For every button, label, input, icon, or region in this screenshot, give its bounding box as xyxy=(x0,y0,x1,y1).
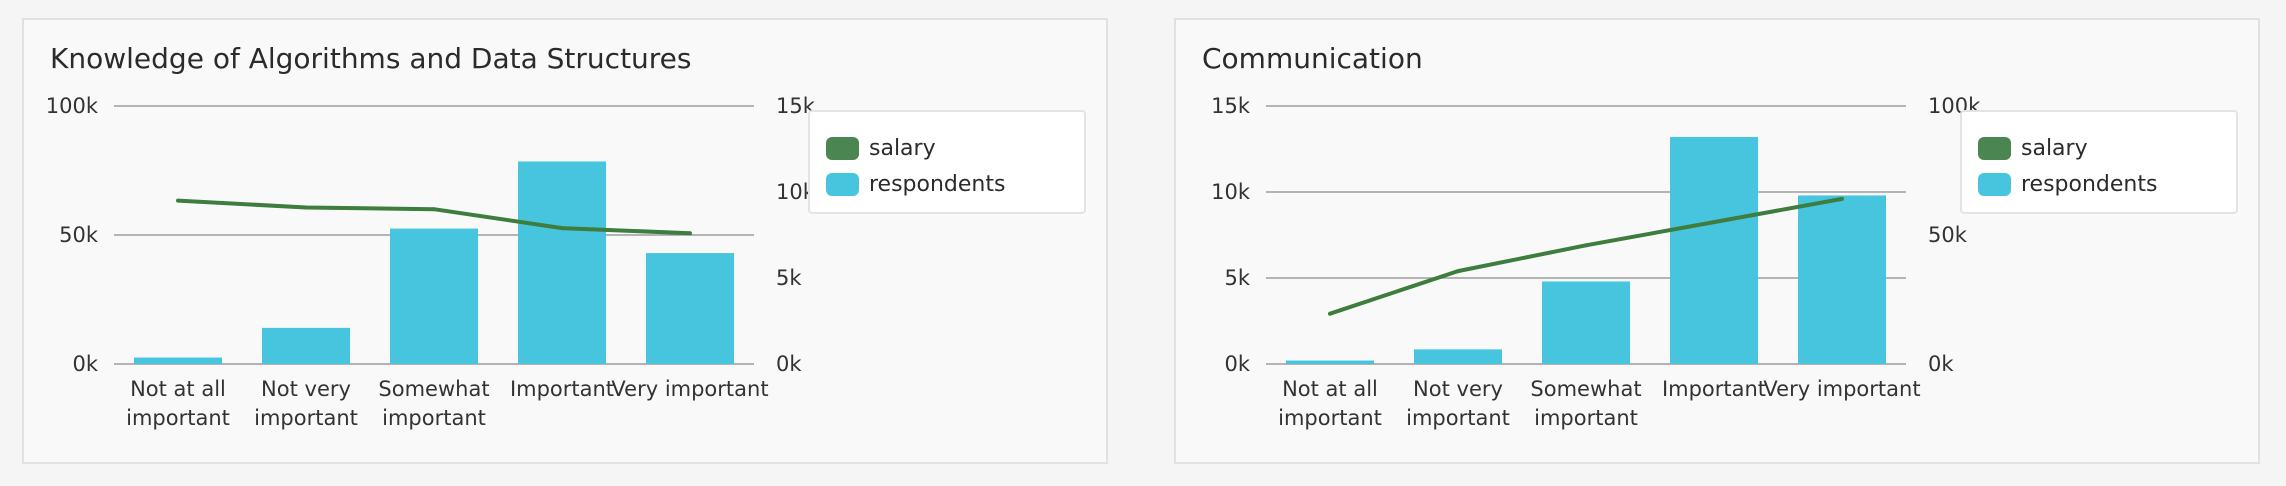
bar xyxy=(134,357,222,364)
category-label: Not very important xyxy=(1406,377,1510,430)
salary-line xyxy=(177,198,691,236)
category-label-line: Not very xyxy=(261,377,351,401)
left-axis-tick-label: 100k xyxy=(46,94,99,118)
category-label-line: Very important xyxy=(1763,377,1920,401)
bar xyxy=(262,327,350,364)
category-label: Very important xyxy=(611,377,768,401)
legend: salary respondents xyxy=(1960,110,2238,214)
category-label-line: Important xyxy=(1662,377,1766,401)
left-axis-tick-label: 15k xyxy=(1211,94,1251,118)
bar xyxy=(1286,360,1374,364)
category-label-line: important xyxy=(1278,406,1382,430)
bar xyxy=(390,228,478,364)
salary-point xyxy=(176,198,180,203)
legend-item-salary[interactable]: salary xyxy=(826,130,1084,166)
respondents-swatch xyxy=(1978,172,2011,196)
left-axis-tick-label: 50k xyxy=(59,223,99,247)
category-label: Somewhat important xyxy=(1530,377,1641,430)
bar xyxy=(1542,281,1630,364)
legend-label: salary xyxy=(869,135,936,161)
left-axis-tick-label: 10k xyxy=(1211,180,1251,204)
legend-label: respondents xyxy=(869,171,1006,197)
category-label-line: important xyxy=(1534,406,1638,430)
respondents-swatch xyxy=(826,172,859,196)
category-label: Important xyxy=(510,377,614,401)
salary-point xyxy=(432,207,436,212)
category-label-line: important xyxy=(382,406,486,430)
category-label-line: Somewhat xyxy=(1530,377,1641,401)
left-axis-tick-label: 5k xyxy=(1224,266,1250,290)
salary-point xyxy=(1840,196,1844,201)
category-label-line: Very important xyxy=(611,377,768,401)
category-label: Not very important xyxy=(254,377,358,430)
chart-panel-algorithms: Knowledge of Algorithms and Data Structu… xyxy=(22,18,1108,464)
salary-point xyxy=(688,231,692,236)
chart-title: Communication xyxy=(1202,42,1423,75)
category-label-line: Somewhat xyxy=(378,377,489,401)
right-axis-tick-label: 5k xyxy=(776,266,802,290)
category-label: Important xyxy=(1662,377,1766,401)
category-label-line: Important xyxy=(510,377,614,401)
right-axis-tick-label: 0k xyxy=(776,352,802,376)
bar xyxy=(1798,195,1886,364)
bar xyxy=(646,253,734,364)
salary-swatch xyxy=(1978,136,2011,160)
category-label: Very important xyxy=(1763,377,1920,401)
salary-point xyxy=(1456,269,1460,274)
category-label-line: Not at all xyxy=(1282,377,1378,401)
legend-item-respondents[interactable]: respondents xyxy=(826,166,1084,202)
salary-point xyxy=(560,226,564,231)
bar xyxy=(1414,349,1502,364)
legend-label: respondents xyxy=(2021,171,2158,197)
category-label-line: important xyxy=(254,406,358,430)
left-axis-tick-label: 0k xyxy=(1224,352,1250,376)
category-label-line: Not very xyxy=(1413,377,1503,401)
legend: salary respondents xyxy=(808,110,1086,214)
bar xyxy=(518,161,606,364)
legend-label: salary xyxy=(2021,135,2088,161)
chart-panel-communication: Communication 15k 10k 5k 0k 100k 50k 0k Not at … xyxy=(1174,18,2260,464)
right-axis-tick-label: 50k xyxy=(1928,223,1968,247)
salary-point xyxy=(304,205,308,210)
salary-swatch xyxy=(826,136,859,160)
legend-item-salary[interactable]: salary xyxy=(1978,130,2236,166)
left-axis-tick-label: 0k xyxy=(72,352,98,376)
category-label: Not at all important xyxy=(126,377,230,430)
salary-point xyxy=(1712,220,1716,225)
salary-point xyxy=(1584,243,1588,248)
right-axis-tick-label: 0k xyxy=(1928,352,1954,376)
category-label-line: important xyxy=(1406,406,1510,430)
category-label: Somewhat important xyxy=(378,377,489,430)
legend-item-respondents[interactable]: respondents xyxy=(1978,166,2236,202)
category-label: Not at all important xyxy=(1278,377,1382,430)
category-label-line: Not at all xyxy=(130,377,226,401)
category-label-line: important xyxy=(126,406,230,430)
chart-title: Knowledge of Algorithms and Data Structu… xyxy=(50,42,692,75)
salary-point xyxy=(1328,311,1332,316)
bar xyxy=(1670,136,1758,364)
